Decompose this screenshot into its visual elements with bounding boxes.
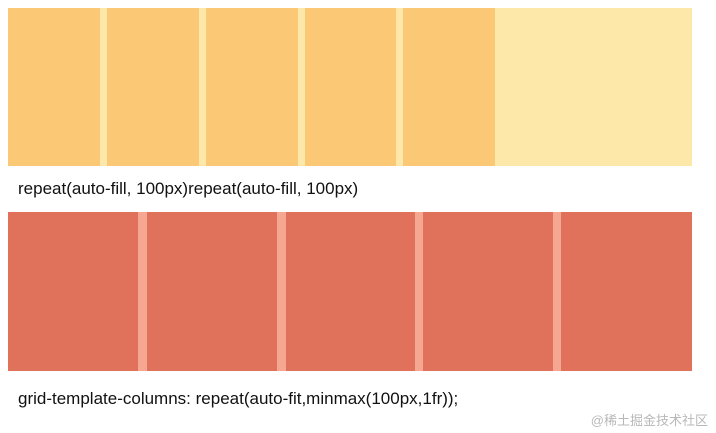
auto-fill-grid xyxy=(8,8,692,166)
grid-cell xyxy=(286,212,415,371)
grid-cell xyxy=(403,8,495,166)
grid-gap xyxy=(396,8,403,166)
grid-gap xyxy=(100,8,107,166)
grid-cell xyxy=(8,8,100,166)
auto-fill-caption: repeat(auto-fill, 100px)repeat(auto-fill… xyxy=(18,179,359,198)
grid-cell xyxy=(423,212,553,371)
grid-cell xyxy=(107,8,199,166)
grid-gap xyxy=(298,8,305,166)
grid-gap xyxy=(415,212,423,371)
grid-gap xyxy=(553,212,561,371)
grid-cell xyxy=(206,8,298,166)
watermark: @稀土掘金技术社区 xyxy=(590,413,708,428)
grid-cell xyxy=(561,212,692,371)
grid-cell xyxy=(147,212,277,371)
grid-gap xyxy=(277,212,286,371)
grid-cell xyxy=(305,8,396,166)
grid-gap xyxy=(199,8,206,166)
grid-cell xyxy=(8,212,138,371)
auto-fit-grid xyxy=(8,212,692,371)
grid-gap xyxy=(138,212,147,371)
auto-fit-caption: grid-template-columns: repeat(auto-fit,m… xyxy=(18,389,459,408)
